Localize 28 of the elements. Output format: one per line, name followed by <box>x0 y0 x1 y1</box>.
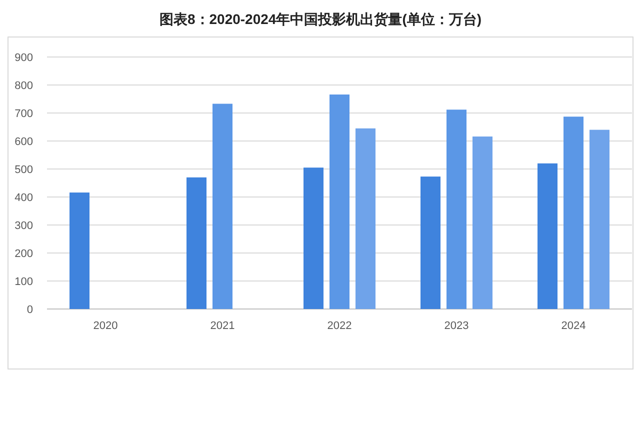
y-tick-label: 100 <box>14 276 33 288</box>
y-tick-label: 500 <box>14 164 33 176</box>
bar <box>212 104 232 309</box>
bar <box>70 192 90 309</box>
y-tick-label: 800 <box>14 80 33 92</box>
x-tick-label: 2024 <box>561 320 586 332</box>
y-tick-label: 0 <box>26 304 33 316</box>
bar <box>420 176 440 309</box>
y-tick-label: 600 <box>14 136 33 148</box>
bar <box>330 94 350 309</box>
bar <box>538 163 558 309</box>
bar <box>446 110 466 309</box>
bar <box>472 136 492 309</box>
bar <box>356 128 376 309</box>
y-tick-label: 400 <box>14 192 33 204</box>
y-tick-label: 900 <box>14 52 33 64</box>
bar <box>564 116 584 309</box>
bar <box>186 177 206 309</box>
x-tick-label: 2020 <box>93 320 118 332</box>
x-tick-label: 2021 <box>210 320 235 332</box>
bar <box>590 130 610 309</box>
y-tick-label: 300 <box>14 220 33 232</box>
y-tick-label: 700 <box>14 108 33 120</box>
chart-title: 图表8：2020-2024年中国投影机出货量(单位：万台) <box>159 11 482 27</box>
bar <box>304 168 324 309</box>
x-tick-label: 2022 <box>327 320 352 332</box>
y-tick-label: 200 <box>14 248 33 260</box>
x-tick-label: 2023 <box>444 320 469 332</box>
